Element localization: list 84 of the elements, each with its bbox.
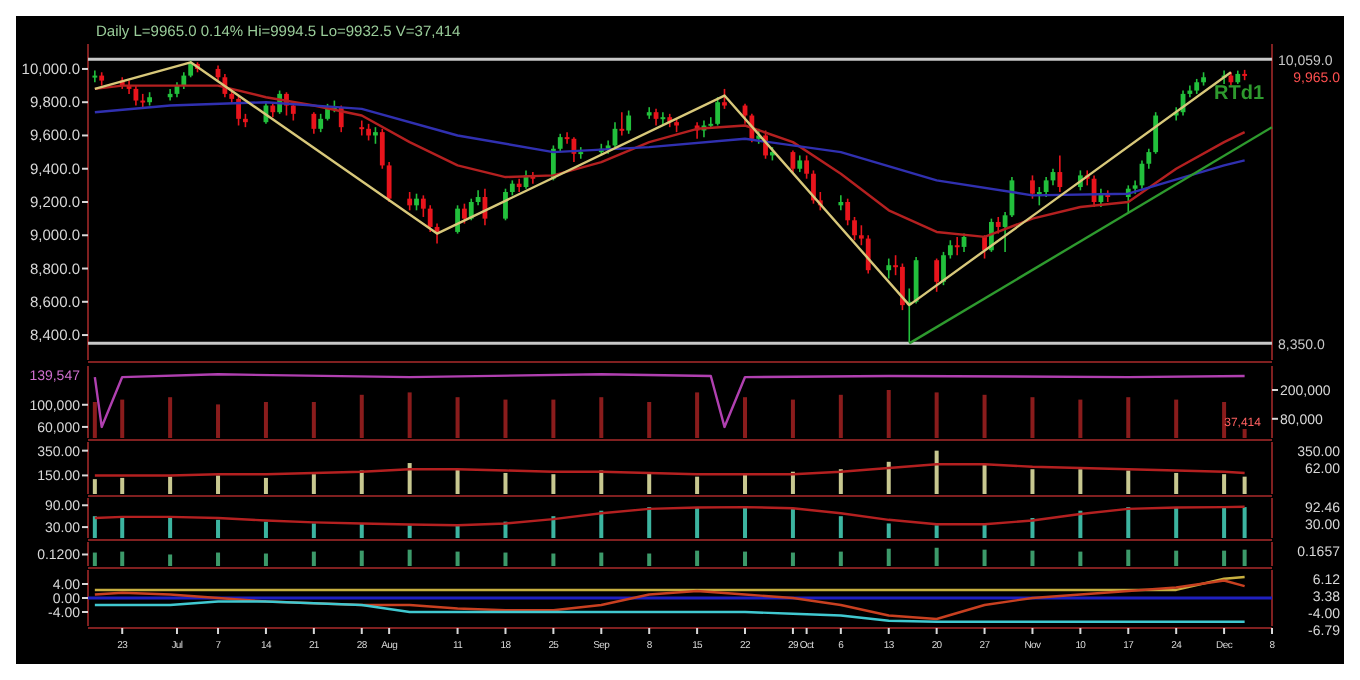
bar [647,507,652,538]
bar [934,525,939,538]
bar [743,474,748,494]
bar [1222,507,1227,538]
candlestick [462,202,467,225]
bar [1222,474,1227,494]
bar [838,469,843,494]
bar [838,516,843,538]
candlestick [722,88,727,110]
candlestick [954,236,960,257]
line-series [93,579,1246,621]
bar [790,471,795,494]
bar [599,510,604,538]
candlestick [660,111,666,127]
candlestick [407,191,413,212]
bar [1174,507,1179,538]
candlestick [503,187,508,222]
candlestick [838,194,844,212]
bar [695,507,700,538]
bar [168,518,173,538]
bar [120,516,125,538]
bar [886,523,891,538]
bar [790,508,795,538]
candlestick [318,113,324,133]
bar [311,523,316,538]
bar [1126,470,1131,494]
bar [934,450,939,494]
bar [551,516,556,538]
bar [455,469,460,494]
candlestick [140,93,146,108]
candlestick [1043,176,1049,198]
line-series [93,101,1246,197]
bar [311,474,316,494]
candlestick [913,256,919,305]
series-label: RTd1 [1214,83,1265,106]
bar [886,461,891,494]
line-series [93,600,1246,623]
bar [455,525,460,538]
bar [1174,472,1179,494]
bar [1126,507,1131,538]
candlestick [941,251,946,286]
bar [168,476,173,494]
bar [263,521,268,538]
bar [551,474,556,494]
candlestick [359,119,365,137]
bar [695,476,700,494]
bar [1030,469,1035,494]
candlestick [92,69,98,84]
bar [263,477,268,494]
bar [647,472,652,494]
bar [407,525,412,538]
candlestick [886,257,892,280]
candlestick [311,111,317,135]
candlestick [516,177,522,193]
candlestick [468,197,474,222]
bar [216,475,221,494]
bar [982,464,987,494]
candlestick [893,254,898,276]
candlestick [845,197,851,227]
candlestick [947,239,953,260]
bar [216,519,221,538]
bar [1242,476,1247,494]
candlestick [167,88,173,102]
bar [92,479,97,494]
bar [599,470,604,494]
candlestick [852,216,857,242]
bar [407,463,412,494]
candlestick [934,257,940,293]
candlestick [236,94,241,127]
candlestick [1030,174,1035,200]
bar [92,516,97,538]
candlestick [715,96,721,127]
candlestick [619,111,625,137]
bar [120,477,125,494]
bar [1242,507,1247,538]
line-series [93,505,1246,527]
candlestick [1057,154,1063,193]
candlestick [900,262,905,311]
candlestick [804,154,810,180]
bar [743,507,748,538]
bar [1078,510,1083,538]
bar [1078,469,1083,494]
bar [503,472,508,494]
candlestick [626,109,632,135]
